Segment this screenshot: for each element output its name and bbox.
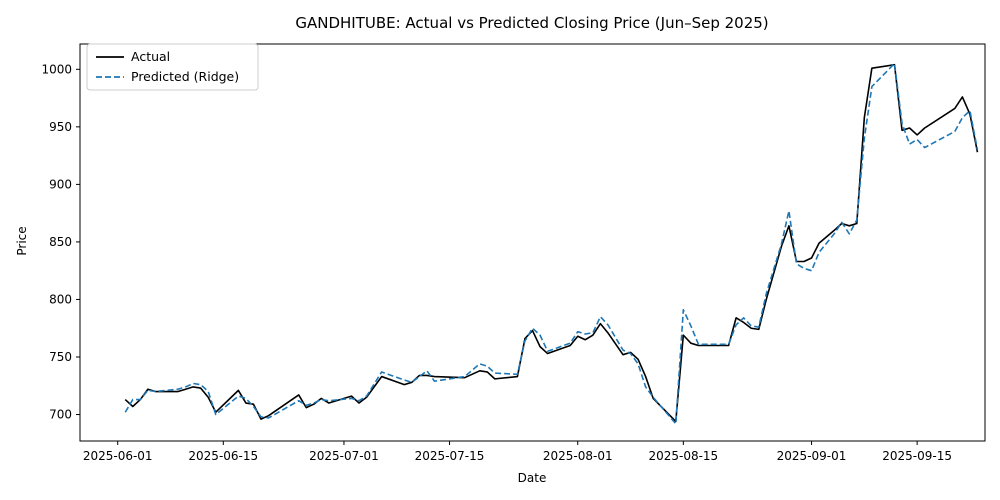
legend-box [86,43,259,91]
plot-area [79,43,986,442]
x-tick-label: 2025-07-01 [309,449,379,463]
x-tick-label: 2025-08-01 [543,449,613,463]
y-tick-label: 750 [49,350,72,364]
y-tick-label: 850 [49,235,72,249]
x-tick-label: 2025-06-01 [83,449,153,463]
y-tick-label: 950 [49,120,72,134]
y-tick-label: 800 [49,292,72,306]
chart-title: GANDHITUBE: Actual vs Predicted Closing … [295,14,768,32]
x-tick-label: 2025-07-15 [415,449,485,463]
x-tick-label: 2025-06-15 [188,449,258,463]
x-tick-label: 2025-08-15 [648,449,718,463]
ticks-layer: 2025-06-01 2025-06-15 2025-07-01 2025-07-15… [41,62,952,463]
x-axis-title: Date [518,471,547,485]
y-tick-label: 700 [49,408,72,422]
x-tick-label: 2025-09-01 [777,449,847,463]
legend-label-actual: Actual [131,49,170,64]
y-tick-label: 1000 [41,62,72,76]
x-tick-label: 2025-09-15 [882,449,952,463]
series-line-predicted [124,62,979,425]
y-axis-title: Price [15,226,29,255]
series-line-actual [124,63,979,423]
legend: Actual Predicted (Ridge) [86,43,259,91]
series-layer [124,62,979,425]
y-tick-label: 900 [49,177,72,191]
legend-label-predicted: Predicted (Ridge) [131,69,239,84]
